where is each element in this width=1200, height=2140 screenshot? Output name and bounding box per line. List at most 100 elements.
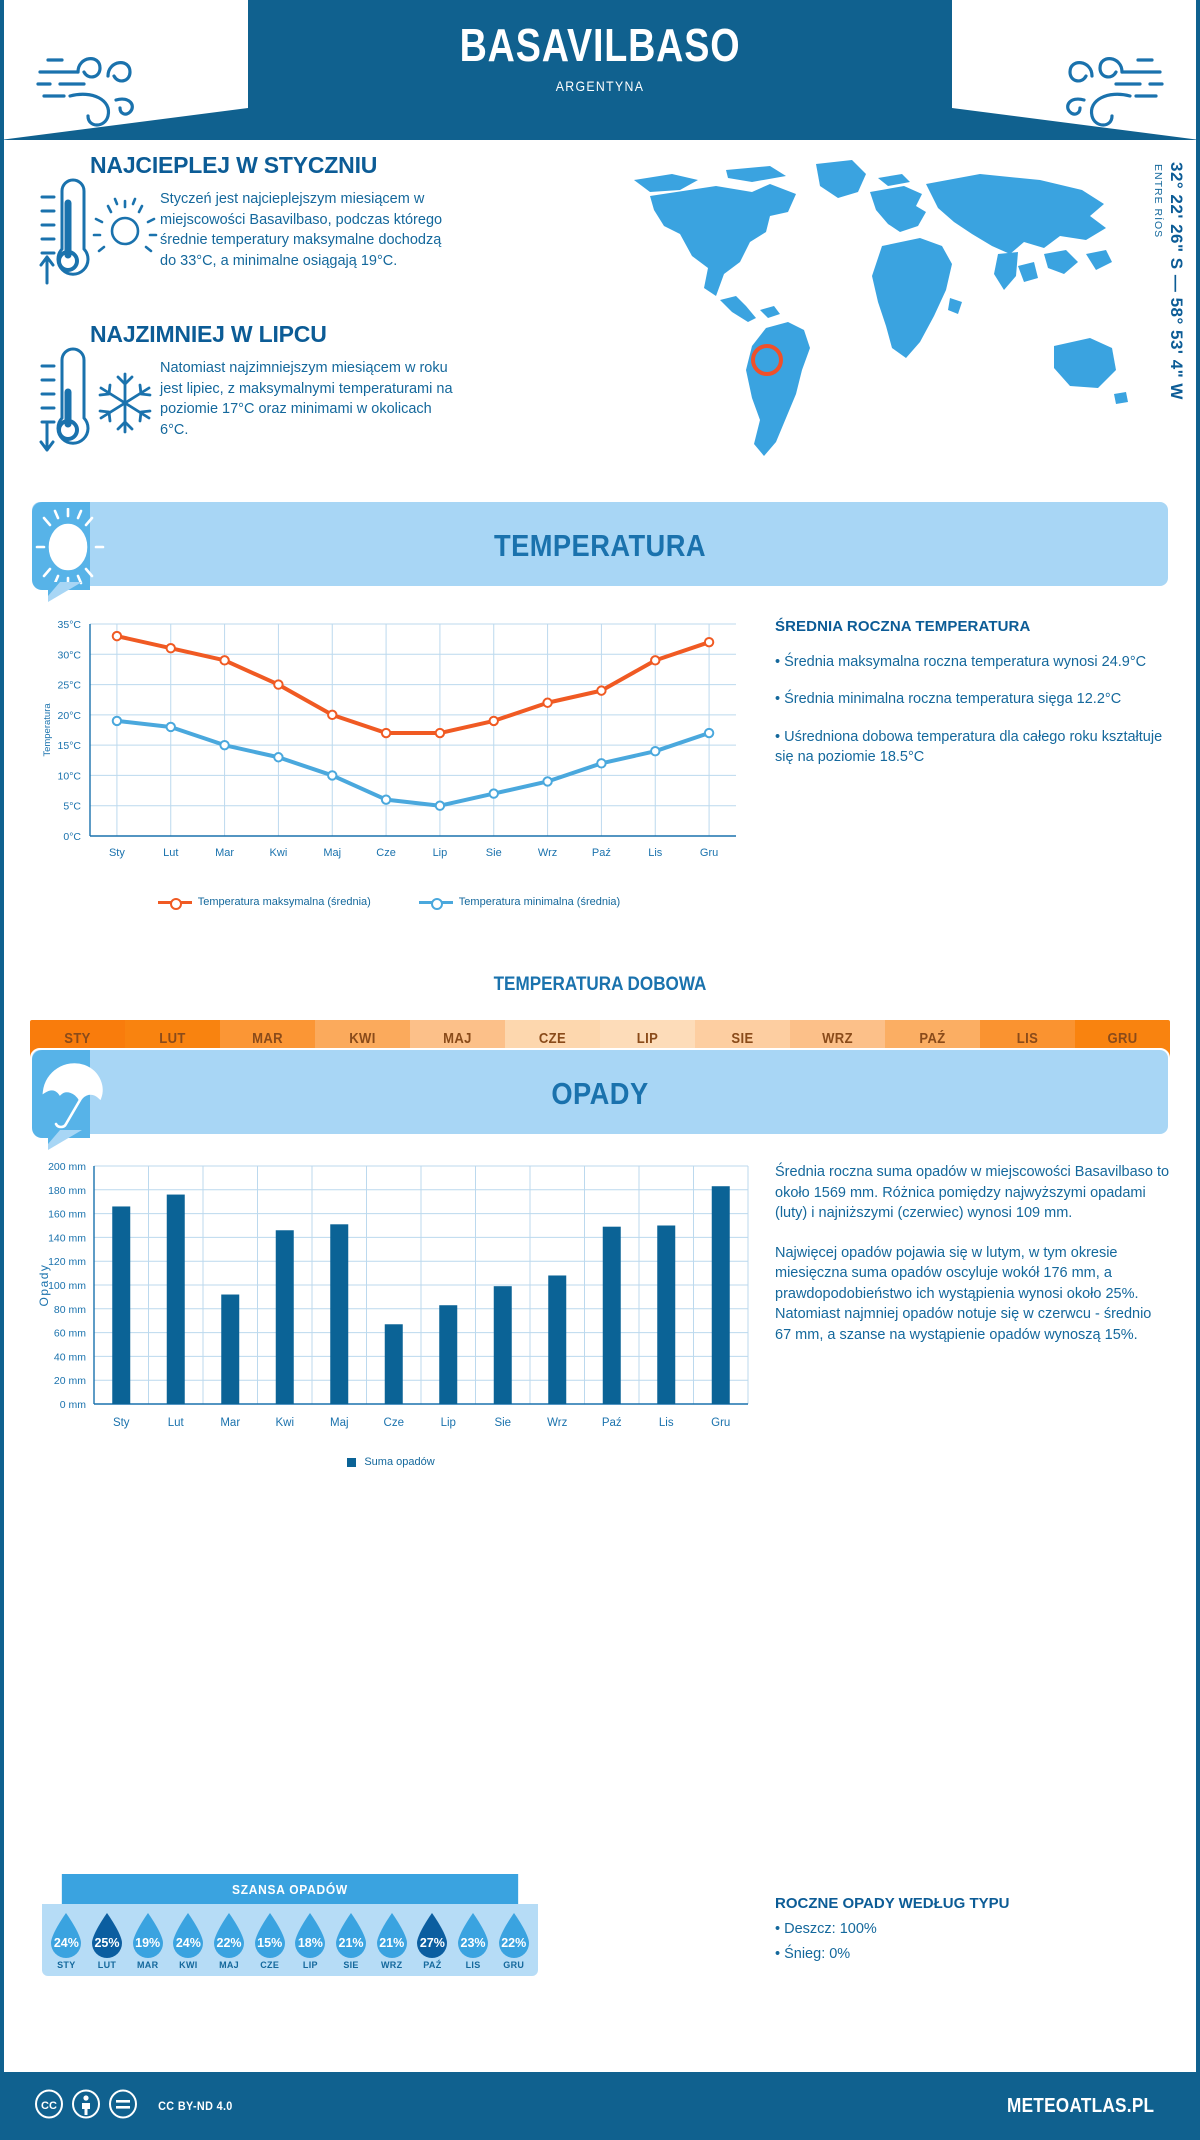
precip-chance-value: 27% — [419, 1936, 445, 1950]
precipitation-banner: OPADY — [30, 1048, 1170, 1150]
thermometer-up-icon — [38, 157, 92, 292]
temperature-line-chart: 0°C 5°C 10°C 15°C 20°C 25°C 30°C 35°C Temperatur… — [34, 614, 744, 884]
sun-icon — [34, 507, 116, 591]
svg-text:Sie: Sie — [494, 1417, 511, 1429]
svg-text:Maj: Maj — [330, 1417, 349, 1429]
precip-chance-month: LUT — [97, 1960, 117, 1970]
svg-text:Wrz: Wrz — [538, 847, 557, 859]
temperature-chart-legend: Temperatura maksymalna (średnia) Tempera… — [34, 896, 744, 910]
snowflake-icon — [92, 368, 158, 443]
city-name: BASAVILBASO — [459, 19, 741, 71]
precip-chance-month: PAŹ — [423, 1960, 442, 1970]
brand-name: METEOATLAS.PL — [1006, 2094, 1155, 2117]
license-text: CC BY-ND 4.0 — [158, 2099, 233, 2113]
precipitation-type-heading: ROCZNE OPADY WEDŁUG TYPU — [775, 1895, 1010, 1912]
svg-text:Sty: Sty — [109, 847, 125, 859]
svg-text:30°C: 30°C — [58, 649, 82, 661]
precip-chance-month: MAJ — [219, 1960, 239, 1970]
precipitation-paragraph: Średnia roczna suma opadów w miejscowośc… — [775, 1164, 1170, 1222]
svg-text:25°C: 25°C — [58, 680, 82, 692]
precip-chance-month: STY — [57, 1960, 76, 1970]
precip-chance-month: LIS — [465, 1960, 481, 1970]
svg-text:15°C: 15°C — [58, 740, 82, 752]
temperature-info-heading: ŚREDNIA ROCZNA TEMPERATURA — [775, 618, 1031, 635]
legend-swatch-max — [157, 897, 192, 910]
svg-text:Paź: Paź — [602, 1417, 622, 1429]
temperature-info: ŚREDNIA ROCZNA TEMPERATURA • Średnia mak… — [775, 618, 1165, 767]
legend-swatch-min — [418, 897, 453, 910]
water-drop-icon: 24% — [48, 1912, 84, 1958]
temperature-banner: TEMPERATURA — [30, 500, 1170, 602]
legend-item: Temperatura minimalna (średnia) — [418, 896, 620, 910]
svg-text:80 mm: 80 mm — [54, 1304, 86, 1316]
wind-icon — [30, 20, 150, 135]
precipitation-type-item: • Deszcz: 100% — [775, 1921, 877, 1937]
water-drop-icon: 22% — [211, 1912, 247, 1958]
umbrella-icon — [36, 1058, 110, 1135]
precipitation-bar-chart: 0 mm 20 mm 40 mm 60 mm 80 mm 100 mm 120 mm 140 … — [26, 1154, 756, 1454]
precip-chance-value: 24% — [175, 1936, 201, 1950]
precip-chance-month: LIP — [302, 1960, 318, 1970]
legend-label: Temperatura maksymalna (średnia) — [197, 896, 371, 908]
precipitation-type-item: • Śnieg: 0% — [775, 1946, 851, 1962]
svg-text:Lut: Lut — [168, 1417, 185, 1429]
sun-icon — [92, 195, 158, 266]
thermometer-down-icon — [38, 326, 92, 461]
warmest-text: Styczeń jest najcieplejszym miesiącem w … — [160, 191, 443, 269]
daily-temperature-title: TEMPERATURA DOBOWA — [493, 974, 707, 995]
coldest-text: Natomiast najzimniejszym miesiącem w rok… — [160, 360, 453, 438]
precip-chance-column: 25% LUT — [87, 1912, 128, 1970]
svg-text:Cze: Cze — [384, 1417, 404, 1429]
right-border — [1196, 0, 1200, 2072]
svg-text:CC: CC — [41, 2100, 57, 2112]
precip-chance-column: 23% LIS — [453, 1912, 494, 1970]
water-drop-icon: 21% — [374, 1912, 410, 1958]
water-drop-icon: 18% — [292, 1912, 328, 1958]
svg-text:180 mm: 180 mm — [48, 1185, 86, 1197]
legend-item: Temperatura maksymalna (średnia) — [157, 896, 371, 910]
svg-text:35°C: 35°C — [58, 619, 82, 631]
precipitation-type-info: ROCZNE OPADY WEDŁUG TYPU • Deszcz: 100% … — [775, 1895, 1170, 1962]
svg-text:Mar: Mar — [215, 847, 234, 859]
header-title-group: BASAVILBASO ARGENTYNA — [250, 0, 950, 94]
by-icon — [71, 2089, 101, 2124]
temperature-banner-title: TEMPERATURA — [494, 528, 706, 563]
svg-text:200 mm: 200 mm — [48, 1161, 86, 1173]
precip-chance-column: 18% LIP — [290, 1912, 331, 1970]
svg-text:Gru: Gru — [700, 847, 718, 859]
svg-text:10°C: 10°C — [58, 770, 82, 782]
precip-chance-value: 23% — [460, 1936, 486, 1950]
water-drop-icon: 25% — [89, 1912, 125, 1958]
region-text: ENTRE RÍOS — [1152, 164, 1164, 239]
svg-text:Lis: Lis — [648, 847, 663, 859]
svg-text:Maj: Maj — [323, 847, 341, 859]
temperature-info-bullet: • Uśredniona dobowa temperatura dla całe… — [775, 728, 1163, 765]
water-drop-icon: 19% — [130, 1912, 166, 1958]
svg-text:0 mm: 0 mm — [60, 1399, 87, 1411]
precip-chance-value: 24% — [53, 1936, 79, 1950]
precipitation-info: Średnia roczna suma opadów w miejscowośc… — [775, 1162, 1170, 1346]
svg-text:160 mm: 160 mm — [48, 1209, 86, 1221]
left-border — [0, 0, 4, 2072]
precip-chance-column: 24% KWI — [168, 1912, 209, 1970]
precipitation-chance-row: 24% STY 25% LUT 19% MAR 24% KWI 22% MAJ 15% CZE 18% L… — [42, 1904, 538, 1976]
svg-text:Kwi: Kwi — [270, 847, 288, 859]
coldest-title: NAJZIMNIEJ W LIPCU — [90, 321, 327, 347]
water-drop-icon: 15% — [252, 1912, 288, 1958]
svg-text:Cze: Cze — [376, 847, 396, 859]
svg-text:Paź: Paź — [592, 847, 611, 859]
cc-icon: CC — [34, 2089, 64, 2124]
svg-text:Mar: Mar — [220, 1417, 240, 1429]
svg-text:140 mm: 140 mm — [48, 1232, 86, 1244]
precip-chance-value: 21% — [338, 1936, 364, 1950]
footer: CC CC BY-ND 4.0 METEOATLAS.PL — [0, 2072, 1200, 2140]
precip-chance-month: MAR — [136, 1960, 159, 1970]
svg-text:Lip: Lip — [441, 1417, 456, 1429]
svg-text:Wrz: Wrz — [547, 1417, 567, 1429]
water-drop-icon: 21% — [333, 1912, 369, 1958]
svg-text:120 mm: 120 mm — [48, 1256, 86, 1268]
precip-chance-column: 19% MAR — [127, 1912, 168, 1970]
precip-chance-value: 18% — [297, 1936, 323, 1950]
precip-chance-column: 15% CZE — [249, 1912, 290, 1970]
